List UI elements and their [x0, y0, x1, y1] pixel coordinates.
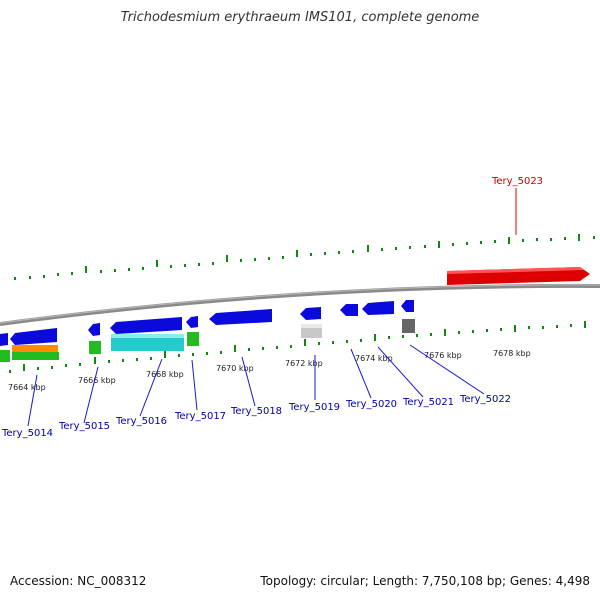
- genome-backbone: [0, 283, 600, 326]
- gene-tery-5020-arrow[interactable]: [340, 304, 358, 316]
- genome-title: Trichodesmium erythraeum IMS101, complet…: [120, 10, 480, 25]
- scale-label: 7674 kbp: [355, 354, 393, 363]
- gene-label-tery-5023[interactable]: Tery_5023: [491, 176, 543, 187]
- scale-labels: 7664 kbp 7666 kbp 7668 kbp 7670 kbp 7672…: [8, 349, 531, 392]
- gene-label-tery-5015[interactable]: Tery_5015: [58, 421, 110, 432]
- gene-tery-5017-arrow[interactable]: [186, 316, 198, 328]
- gene-label-tery-5019[interactable]: Tery_5019: [288, 402, 340, 413]
- gene-label-tery-5018[interactable]: Tery_5018: [230, 406, 282, 417]
- scale-label: 7676 kbp: [424, 351, 462, 360]
- gene-tery-5014-arrow[interactable]: [10, 328, 57, 345]
- gene-tery-5019-arrow[interactable]: [300, 307, 321, 320]
- scale-label: 7670 kbp: [216, 364, 254, 373]
- accession-text: Accession: NC_008312: [10, 574, 147, 588]
- gene-tery-5018-arrow[interactable]: [209, 309, 272, 325]
- outer-tick-ring: [14, 234, 595, 280]
- inner-tick-ring: [9, 321, 586, 373]
- scale-label: 7664 kbp: [8, 383, 46, 392]
- gene-labels: Tery_5014 Tery_5015 Tery_5016 Tery_5017 …: [1, 176, 543, 439]
- scale-label: 7666 kbp: [78, 376, 116, 385]
- gene-label-tery-5016[interactable]: Tery_5016: [115, 416, 167, 427]
- gene-label-tery-5020[interactable]: Tery_5020: [345, 399, 397, 410]
- scale-label: 7668 kbp: [146, 370, 184, 379]
- gene-arrow[interactable]: [0, 333, 8, 346]
- gene-tery-5016-arrow[interactable]: [110, 317, 182, 334]
- reverse-genes: [0, 300, 414, 346]
- gene-tery-5015-arrow[interactable]: [88, 323, 100, 336]
- genome-summary-text: Topology: circular; Length: 7,750,108 bp…: [260, 574, 590, 588]
- scale-label: 7678 kbp: [493, 349, 531, 358]
- gene-label-tery-5017[interactable]: Tery_5017: [174, 411, 226, 422]
- scale-label: 7672 kbp: [285, 359, 323, 368]
- label-leader-lines: [27, 344, 485, 427]
- gene-label-tery-5022[interactable]: Tery_5022: [459, 394, 511, 405]
- gene-label-tery-5014[interactable]: Tery_5014: [1, 428, 53, 439]
- gene-tery-5021-arrow[interactable]: [362, 301, 394, 315]
- gene-tery-5023-arrow[interactable]: [447, 267, 590, 285]
- gene-tery-5022-arrow[interactable]: [401, 300, 414, 312]
- gene-label-tery-5021[interactable]: Tery_5021: [402, 397, 454, 408]
- feature-blocks: [0, 319, 415, 362]
